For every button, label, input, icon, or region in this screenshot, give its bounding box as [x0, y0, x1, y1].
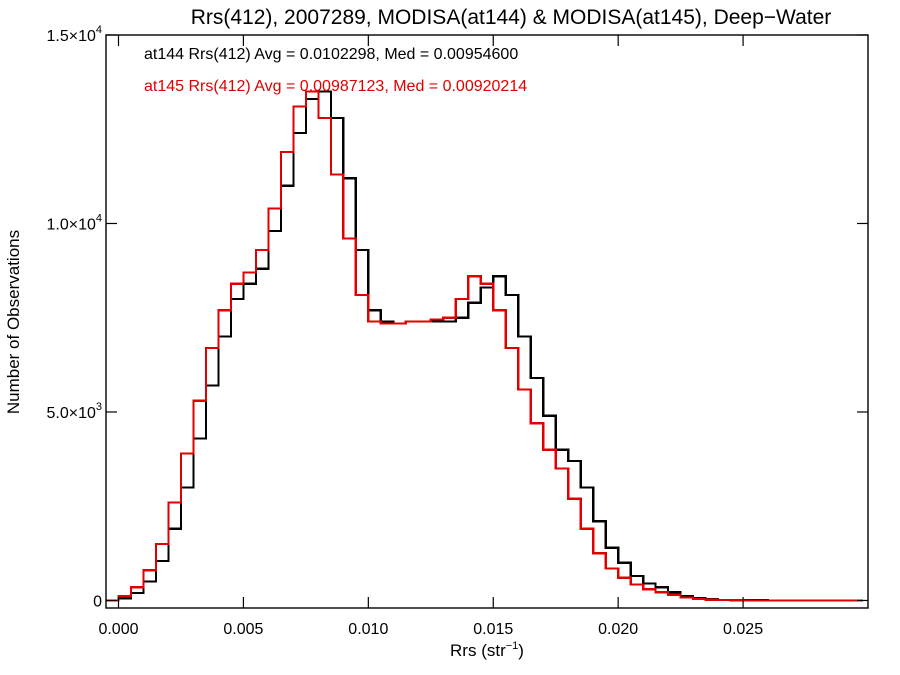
y-tick-label-0: 0 [93, 593, 102, 610]
x-tick-label-0: 0.000 [98, 621, 138, 638]
x-tick-label-5: 0.025 [723, 621, 763, 638]
x-tick-label-1: 0.005 [223, 621, 263, 638]
series-line-at145 [106, 90, 863, 602]
annotation-at144: at144 Rrs(412) Avg = 0.0102298, Med = 0.… [144, 46, 518, 63]
y-axis-label: Number of Observations [4, 230, 23, 414]
plot-frame [105, 34, 869, 609]
annotation-at145: at145 Rrs(412) Avg = 0.00987123, Med = 0… [144, 78, 527, 95]
x-axis-label-main: Rrs (str [450, 641, 506, 660]
x-axis-label-close: ) [518, 641, 524, 660]
x-axis-label-sup: −1 [506, 640, 519, 652]
x-tick-label-3: 0.015 [473, 621, 513, 638]
x-tick-label-2: 0.010 [348, 621, 388, 638]
x-tick-label-4: 0.020 [598, 621, 638, 638]
tick-layer: 0.000 0.005 0.010 0.015 0.020 0.025 0 5.0×103 1.… [46, 24, 868, 638]
y-tick-label-3: 1.5×104 [46, 24, 102, 45]
y-tick-label-2: 1.0×104 [46, 212, 102, 233]
y-tick-label-1: 5.0×103 [46, 401, 102, 422]
chart-title: Rrs(412), 2007289, MODISA(at144) & MODIS… [191, 6, 832, 29]
series-layer [106, 90, 863, 602]
x-axis-label: Rrs (str−1) [450, 640, 524, 660]
